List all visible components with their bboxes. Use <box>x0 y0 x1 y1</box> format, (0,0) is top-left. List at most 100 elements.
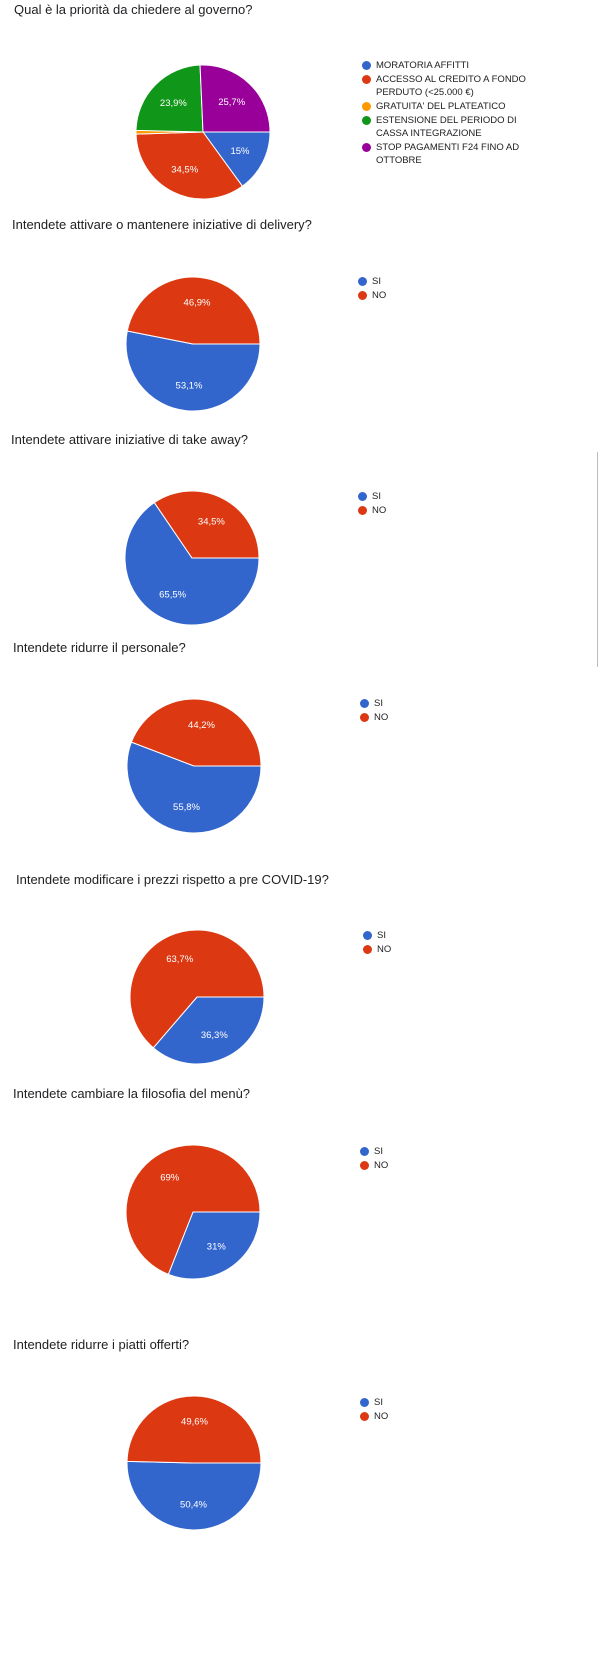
chart-legend: SI NO <box>360 1145 540 1173</box>
pie-data-label: 50,4% <box>180 1500 207 1511</box>
legend-swatch <box>360 699 369 708</box>
legend-item: SI <box>358 490 538 503</box>
legend-swatch <box>362 75 371 84</box>
chart-title: Intendete cambiare la filosofia del menù… <box>13 1086 251 1101</box>
pie-slice-no <box>130 698 262 767</box>
legend-label: NO <box>377 944 392 955</box>
chart-legend: SI NO <box>360 697 540 725</box>
legend-label: NO <box>372 290 387 301</box>
pie-data-label: 69% <box>160 1173 180 1184</box>
pie-chart: 31% 69% <box>125 1144 261 1280</box>
legend-item: SI <box>360 1396 540 1409</box>
chart-legend: SI NO <box>358 490 538 518</box>
legend-swatch <box>358 277 367 286</box>
pie-slice-accesso-al-credito-a-fondo-perduto-25-000 <box>135 131 244 200</box>
legend-label: STOP PAGAMENTI F24 FINO AD OTTOBRE <box>376 142 520 166</box>
legend-label: MORATORIA AFFITTI <box>376 60 470 71</box>
legend-swatch <box>362 143 371 152</box>
pie-data-label: 36,3% <box>201 1030 228 1041</box>
legend-item: GRATUITA' DEL PLATEATICO <box>362 100 542 113</box>
legend-swatch <box>360 1398 369 1407</box>
pie-chart: 53,1% 46,9% <box>125 276 261 412</box>
legend-label: NO <box>374 1411 389 1422</box>
legend-label: NO <box>374 1160 389 1171</box>
legend-item: NO <box>360 711 540 724</box>
pie-data-label: 25,7% <box>218 97 245 108</box>
pie-slice-no <box>129 929 265 1049</box>
legend-item: STOP PAGAMENTI F24 FINO AD OTTOBRE <box>362 141 542 167</box>
pie-slice-si <box>125 330 261 412</box>
legend-swatch <box>360 1161 369 1170</box>
chart-legend: SI NO <box>360 1396 540 1424</box>
legend-item: NO <box>363 943 543 956</box>
legend-item: NO <box>360 1159 540 1172</box>
legend-swatch <box>363 945 372 954</box>
chart-panel-take-away: Intendete attivare iniziative di take aw… <box>0 430 600 650</box>
chart-title: Intendete ridurre i piatti offerti? <box>13 1337 190 1352</box>
pie-slice-stop-pagamenti-f24-fino-ad-ottobre <box>199 64 271 133</box>
legend-item: ACCESSO AL CREDITO A FONDO PERDUTO (<25.… <box>362 73 542 99</box>
pie-data-label: 34,5% <box>198 516 225 527</box>
pie-slice-si <box>126 1460 262 1531</box>
chart-legend: SI NO <box>358 275 538 303</box>
legend-item: MORATORIA AFFITTI <box>362 59 542 72</box>
legend-item: SI <box>360 1145 540 1158</box>
legend-swatch <box>360 713 369 722</box>
legend-swatch <box>358 492 367 501</box>
chart-panel-piatti: Intendete ridurre i piatti offerti? 50,4… <box>0 1335 600 1565</box>
pie-chart: 65,5% 34,5% <box>124 490 260 626</box>
chart-title: Qual è la priorità da chiedere al govern… <box>14 2 253 17</box>
legend-label: NO <box>374 712 389 723</box>
pie-data-label: 55,8% <box>173 802 200 813</box>
legend-swatch <box>363 931 372 940</box>
legend-label: NO <box>372 505 387 516</box>
legend-swatch <box>362 61 371 70</box>
chart-panel-prezzi: Intendete modificare i prezzi rispetto a… <box>0 870 600 1090</box>
pie-slice-moratoria-affitti <box>202 131 271 187</box>
pie-slice-si <box>152 996 265 1065</box>
legend-swatch <box>360 1412 369 1421</box>
pie-data-label: 49,6% <box>181 1417 208 1428</box>
pie-slice-no <box>125 1144 261 1275</box>
pie-chart: 50,4% 49,6% <box>126 1395 262 1531</box>
legend-swatch <box>358 291 367 300</box>
pie-chart: 36,3% 63,7% <box>129 929 265 1065</box>
legend-swatch <box>358 506 367 515</box>
pie-data-label: 31% <box>207 1241 227 1252</box>
legend-label: SI <box>372 491 381 502</box>
chart-title: Intendete ridurre il personale? <box>13 640 186 655</box>
legend-swatch <box>360 1147 369 1156</box>
pie-slice-no <box>126 1395 262 1464</box>
pie-data-label: 15% <box>230 146 250 157</box>
chart-title: Intendete modificare i prezzi rispetto a… <box>16 872 329 887</box>
legend-item: SI <box>363 929 543 942</box>
legend-item: ESTENSIONE DEL PERIODO DI CASSA INTEGRAZ… <box>362 114 542 140</box>
legend-label: SI <box>377 930 386 941</box>
pie-slice-si <box>124 501 260 626</box>
chart-legend: SI NO <box>363 929 543 957</box>
legend-label: GRATUITA' DEL PLATEATICO <box>376 101 506 112</box>
pie-chart: 15% 34,5% 23,9% 25,7% <box>135 64 271 200</box>
pie-slice-no <box>126 276 261 345</box>
chart-title: Intendete attivare o mantenere iniziativ… <box>12 217 312 232</box>
divider-line <box>597 452 598 667</box>
pie-data-label: 65,5% <box>159 590 186 601</box>
legend-item: SI <box>360 697 540 710</box>
pie-data-label: 23,9% <box>160 98 187 109</box>
chart-legend: MORATORIA AFFITTI ACCESSO AL CREDITO A FO… <box>362 59 542 168</box>
legend-swatch <box>362 102 371 111</box>
chart-panel-filosofia-menu: Intendete cambiare la filosofia del menù… <box>0 1084 600 1324</box>
legend-label: SI <box>374 698 383 709</box>
pie-slice-estensione-del-periodo-di-cassa-integrazione <box>135 64 204 133</box>
pie-data-label: 44,2% <box>188 720 215 731</box>
legend-item: NO <box>358 289 538 302</box>
legend-label: SI <box>374 1397 383 1408</box>
legend-label: ESTENSIONE DEL PERIODO DI CASSA INTEGRAZ… <box>376 115 517 139</box>
pie-data-label: 63,7% <box>166 954 193 965</box>
legend-item: NO <box>360 1410 540 1423</box>
pie-data-label: 34,5% <box>171 164 198 175</box>
pie-data-label: 46,9% <box>184 298 211 309</box>
chart-panel-delivery: Intendete attivare o mantenere iniziativ… <box>0 215 600 435</box>
pie-chart: 55,8% 44,2% <box>126 698 262 834</box>
